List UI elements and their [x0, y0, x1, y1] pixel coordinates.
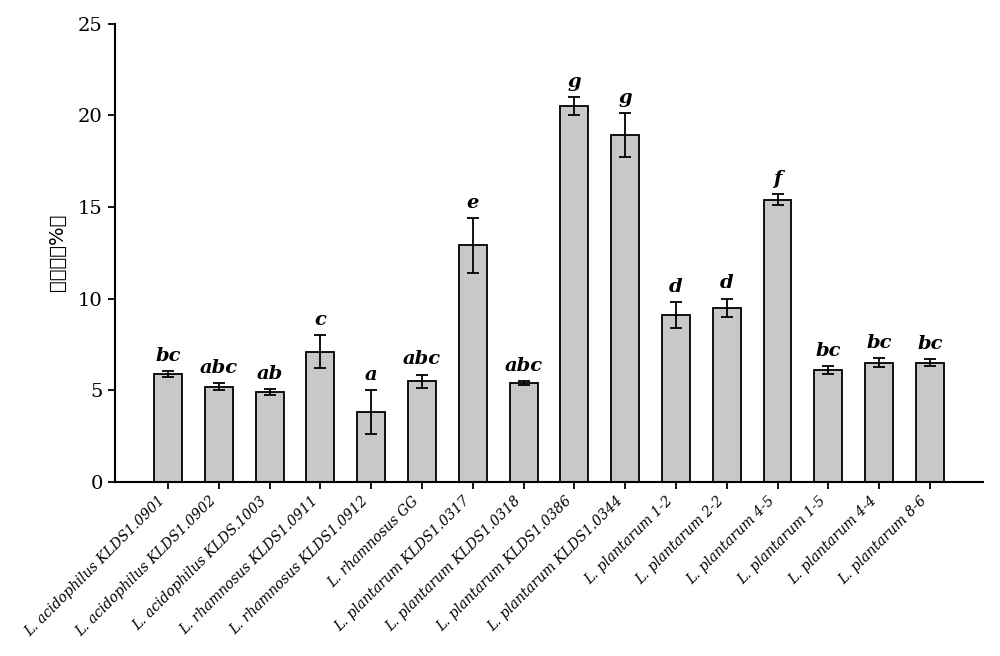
Bar	[154, 374, 182, 482]
Text: abc: abc	[403, 350, 441, 368]
Bar	[916, 363, 944, 482]
Text: bc: bc	[155, 346, 181, 365]
Text: c: c	[314, 311, 326, 329]
Bar	[306, 352, 334, 482]
Bar	[764, 199, 791, 482]
Text: bc: bc	[917, 335, 943, 353]
Text: bc: bc	[866, 334, 892, 352]
Text: g: g	[568, 73, 581, 91]
Bar	[256, 392, 284, 482]
Bar	[713, 308, 741, 482]
Y-axis label: 降解率（%）: 降解率（%）	[48, 214, 67, 291]
Bar	[459, 245, 487, 482]
Bar	[408, 381, 436, 482]
Text: d: d	[669, 278, 683, 296]
Bar	[510, 383, 538, 482]
Bar	[357, 412, 385, 482]
Text: d: d	[720, 274, 734, 292]
Text: g: g	[618, 89, 632, 107]
Text: abc: abc	[504, 357, 543, 375]
Bar	[560, 106, 588, 482]
Text: bc: bc	[816, 342, 841, 360]
Bar	[814, 370, 842, 482]
Text: e: e	[467, 194, 479, 212]
Bar	[611, 136, 639, 482]
Text: a: a	[365, 366, 377, 384]
Bar	[205, 386, 233, 482]
Text: ab: ab	[256, 365, 283, 383]
Text: abc: abc	[200, 359, 238, 377]
Bar	[865, 363, 893, 482]
Text: f: f	[773, 170, 782, 188]
Bar	[662, 315, 690, 482]
